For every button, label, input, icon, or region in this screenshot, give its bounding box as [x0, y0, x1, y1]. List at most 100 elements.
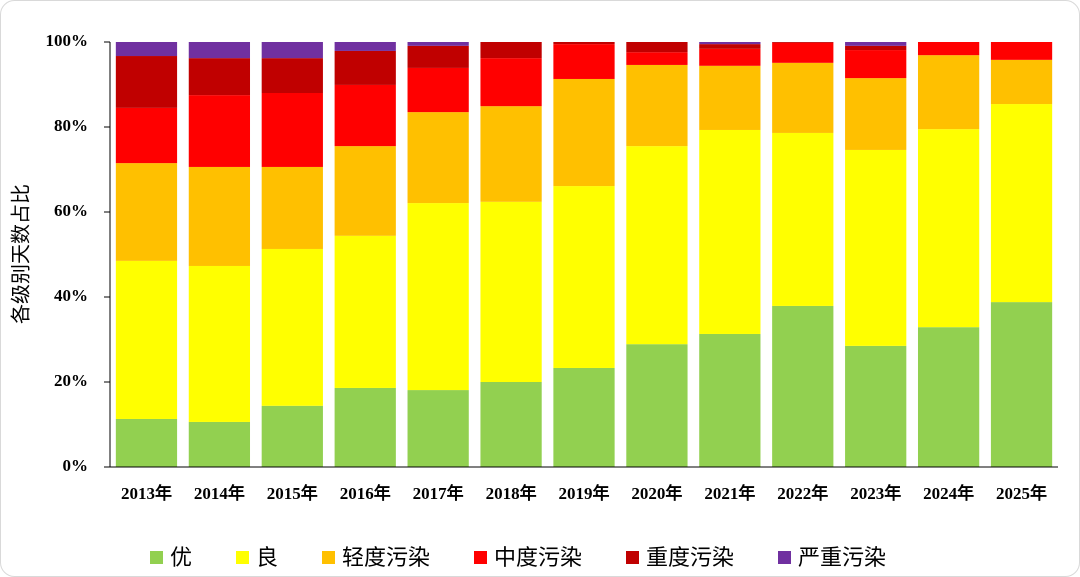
bar-segment — [188, 58, 251, 96]
bar-segment — [480, 58, 542, 107]
legend-label: 中度污染 — [494, 546, 582, 571]
bar-segment — [699, 65, 761, 130]
x-tick-label: 2020年 — [631, 483, 682, 503]
bar-segment — [261, 58, 323, 93]
legend-label: 严重污染 — [798, 546, 886, 571]
x-tick-label: 2013年 — [121, 483, 172, 503]
bar-segment — [115, 42, 178, 57]
bar-segment — [553, 78, 615, 187]
bar-segment — [407, 390, 469, 467]
bar-segment — [845, 50, 907, 79]
bar-segment — [407, 112, 469, 204]
x-tick-label: 2025年 — [996, 483, 1047, 503]
y-tick-label: 40% — [54, 286, 88, 305]
bar-segment — [261, 248, 323, 406]
bar-segment — [845, 42, 907, 46]
bar-segment — [772, 42, 834, 43]
bar-segment — [188, 265, 251, 422]
bar-segment — [699, 48, 761, 66]
bar-segment — [772, 62, 834, 133]
bar-segment — [626, 146, 688, 345]
legend-swatch — [474, 551, 487, 564]
x-tick-label: 2014年 — [194, 483, 245, 503]
bar-segment — [407, 45, 469, 68]
bar-segment — [334, 387, 396, 467]
bar-segment — [115, 56, 178, 108]
bar-segment — [917, 55, 980, 130]
legend-label: 良 — [256, 546, 278, 571]
x-tick-label: 2019年 — [559, 483, 610, 503]
legend-swatch — [778, 551, 791, 564]
bar-segment — [699, 44, 761, 49]
bar-segment — [188, 42, 251, 59]
bar-segment — [990, 59, 1053, 105]
y-tick-label: 20% — [54, 371, 88, 390]
bar-segment — [334, 235, 396, 388]
bar-segment — [553, 42, 615, 45]
bar-segment — [480, 106, 542, 202]
bar-segment — [480, 201, 542, 382]
bar-segment — [917, 129, 980, 328]
bar-segment — [115, 163, 178, 261]
bar-segment — [115, 260, 178, 419]
bar-segment — [261, 42, 323, 59]
bar-segment — [334, 146, 396, 236]
bar-segment — [115, 107, 178, 164]
bar-segment — [699, 42, 761, 45]
bar-segment — [407, 67, 469, 113]
bar-segment — [407, 42, 469, 46]
x-tick-label: 2018年 — [486, 483, 537, 503]
x-tick-label: 2021年 — [704, 483, 755, 503]
bar-segment — [553, 367, 615, 467]
bar-segment — [699, 129, 761, 334]
bar-segment — [261, 93, 323, 167]
x-tick-label: 2024年 — [923, 483, 974, 503]
bar-segment — [553, 44, 615, 79]
legend-swatch — [236, 551, 249, 564]
bar-segment — [699, 333, 761, 467]
bar-segment — [772, 305, 834, 467]
x-tick-label: 2017年 — [413, 483, 464, 503]
bar-segment — [772, 132, 834, 306]
bar-segment — [188, 166, 251, 266]
bar-segment — [990, 104, 1053, 303]
bar-segment — [845, 149, 907, 346]
bar-segment — [261, 405, 323, 467]
y-tick-label: 60% — [54, 201, 88, 220]
y-tick-label: 80% — [54, 116, 88, 135]
y-tick-label: 0% — [63, 456, 89, 475]
bar-segment — [990, 302, 1053, 467]
bar-segment — [480, 382, 542, 467]
bar-segment — [626, 52, 688, 65]
bar-segment — [188, 95, 251, 167]
legend-swatch — [626, 551, 639, 564]
bar-segment — [845, 45, 907, 51]
legend-swatch — [322, 551, 335, 564]
bar-segment — [407, 203, 469, 391]
bar-segment — [917, 327, 980, 467]
x-tick-label: 2023年 — [850, 483, 901, 503]
bar-segment — [480, 42, 542, 59]
bar-segment — [115, 418, 178, 467]
x-tick-label: 2016年 — [340, 483, 391, 503]
bar-segment — [626, 344, 688, 467]
bar-segment — [334, 42, 396, 51]
bar-segment — [772, 42, 834, 63]
bar-segment — [917, 42, 980, 56]
bar-segment — [845, 345, 907, 467]
legend-swatch — [150, 551, 163, 564]
legend-label: 轻度污染 — [342, 546, 430, 571]
x-tick-label: 2015年 — [267, 483, 318, 503]
bar-segment — [334, 50, 396, 85]
legend-label: 重度污染 — [646, 546, 734, 571]
bar-segment — [626, 64, 688, 147]
x-tick-label: 2022年 — [777, 483, 828, 503]
bar-segment — [188, 421, 251, 467]
bar-segment — [261, 166, 323, 249]
legend-label: 优 — [170, 546, 192, 571]
bar-segment — [990, 42, 1053, 60]
bar-segment — [626, 42, 688, 53]
bar-segment — [334, 84, 396, 147]
bar-segment — [845, 78, 907, 150]
